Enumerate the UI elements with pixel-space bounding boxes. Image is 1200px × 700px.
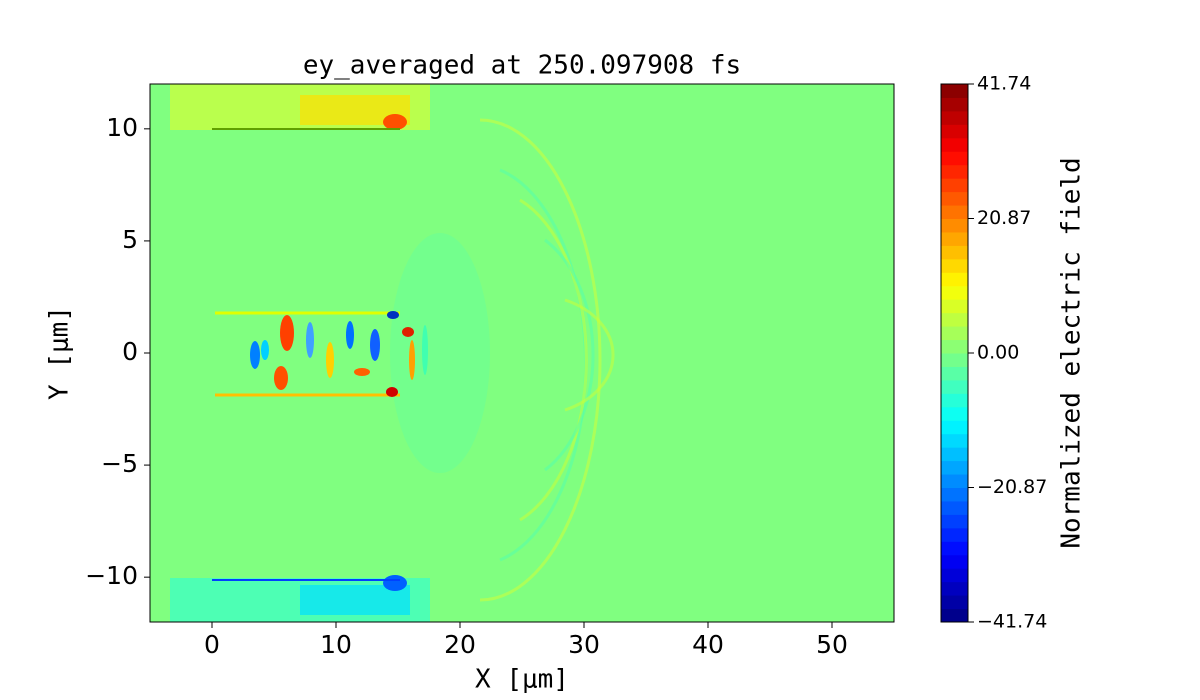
colorbar-level (941, 164, 968, 179)
colorbar-tick-label: 20.87 (977, 207, 1031, 229)
colorbar-level (941, 353, 968, 367)
colorbar-level (941, 366, 968, 381)
x-tick-label: 20 (444, 630, 476, 659)
x-tick-label: 50 (816, 630, 848, 659)
colorbar-level (941, 487, 968, 502)
colorbar-tick-label: 41.74 (977, 73, 1031, 95)
colorbar-level (941, 568, 968, 583)
x-tick-label: 10 (320, 630, 352, 659)
y-tick-label: −5 (101, 449, 138, 478)
colorbar-level (941, 84, 968, 98)
colorbar-level (941, 312, 968, 327)
colorbar-level (941, 474, 968, 488)
field-background (150, 84, 894, 622)
field-features (170, 84, 615, 622)
colorbar-level (941, 554, 968, 569)
x-tick-label: 0 (204, 630, 220, 659)
colorbar-level (941, 299, 968, 314)
colorbar-level (941, 137, 968, 152)
colorbar-level (941, 433, 968, 448)
chart-title: ey_averaged at 250.097908 fs (303, 51, 741, 81)
colorbar-level (941, 420, 968, 435)
colorbar-level (941, 460, 968, 475)
colorbar-level (941, 500, 968, 515)
colorbar-level (941, 218, 968, 233)
y-tick-label: 5 (122, 225, 138, 254)
colorbar-level (941, 124, 968, 139)
colorbar-level (941, 151, 968, 166)
y-axis-label: Y [μm] (45, 306, 75, 400)
colorbar-level (941, 97, 968, 112)
colorbar-level (941, 595, 968, 610)
colorbar-level (941, 514, 968, 529)
colorbar-level (941, 110, 968, 125)
colorbar-level (941, 527, 968, 542)
colorbar-level (941, 285, 968, 300)
colorbar-level (941, 205, 968, 219)
colorbar-level (941, 326, 968, 341)
y-tick-label: 10 (106, 113, 138, 142)
colorbar-level (941, 447, 968, 462)
colorbar-label: Normalized electric field (1057, 157, 1087, 548)
colorbar-level (941, 272, 968, 287)
colorbar-tick-label: −20.87 (977, 476, 1047, 498)
x-tick-label: 40 (692, 630, 724, 659)
colorbar-level (941, 541, 968, 556)
colorbar-level (941, 379, 968, 394)
colorbar-tick-label: −41.74 (977, 611, 1047, 633)
colorbar-level (941, 608, 968, 623)
colorbar-tick-label: 0.00 (977, 342, 1019, 364)
colorbar-level (941, 231, 968, 246)
colorbar-level (941, 178, 968, 193)
colorbar-level (941, 393, 968, 408)
colorbar-level (941, 245, 968, 260)
y-tick-label: −10 (85, 561, 138, 590)
x-tick-label: 30 (568, 630, 600, 659)
colorbar (941, 84, 968, 623)
colorbar-level (941, 581, 968, 596)
y-tick-label: 0 (122, 337, 138, 366)
colorbar-level (941, 406, 968, 421)
colorbar-level (941, 191, 968, 206)
colorbar-level (941, 339, 968, 354)
x-axis-label: X [μm] (475, 665, 569, 695)
colorbar-level (941, 258, 968, 273)
